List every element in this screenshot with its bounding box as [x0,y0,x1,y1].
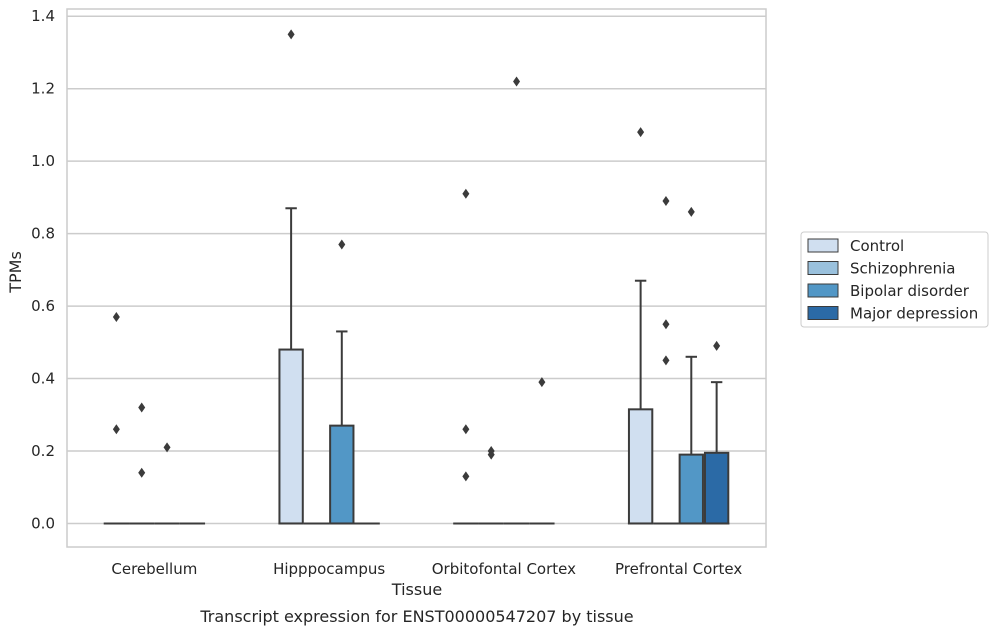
box-group [653,196,679,525]
legend: Control Schizophrenia Bipolar disorder Majo… [800,231,989,328]
y-tick-labels: 0.0 0.2 0.4 0.6 0.8 1.0 1.2 1.4 [31,7,55,532]
y-tick-label: 0.0 [31,514,55,532]
y-axis-label: TPMs [6,251,25,294]
box [703,451,730,525]
y-tick-label: 1.0 [31,152,55,170]
outlier-point [662,355,670,366]
x-tick-label: Hipppocampus [273,560,385,578]
legend-swatch [807,306,839,320]
y-tick-label: 0.6 [31,297,55,315]
legend-label: Schizophrenia [850,260,955,278]
y-tick-label: 0.2 [31,442,55,460]
outlier-point [338,239,346,250]
outlier-point [637,127,645,138]
x-tick-label: Orbitofontal Cortex [432,560,576,578]
box-group [529,377,555,525]
box-group [129,402,155,525]
legend-label: Bipolar disorder [850,282,970,300]
outlier-point [287,29,295,40]
plot-frame [66,8,767,548]
chart-marks [103,29,730,525]
outlier-point [513,76,521,87]
box [278,348,304,525]
outlier-point [138,402,146,413]
outlier-point [462,471,470,482]
outlier-point [112,311,120,322]
y-tick-label: 0.4 [31,370,55,388]
y-tick-label: 0.8 [31,225,55,243]
x-tick-label: Prefrontal Cortex [615,560,742,578]
grid-lines [67,15,766,525]
box [678,453,704,525]
box-group [503,76,530,525]
outlier-point [538,377,546,388]
legend-swatch [807,238,839,253]
outlier-point [112,424,120,435]
legend-box [800,231,989,328]
box-group [627,127,654,525]
outlier-point [462,188,470,199]
box-group [453,188,479,525]
box-group [703,340,730,525]
box-group [103,311,130,525]
legend-swatch [807,283,839,298]
y-tick-label: 1.2 [31,80,55,98]
box-group [278,29,304,525]
outlier-point [662,196,670,207]
box [627,408,654,525]
outlier-point [462,424,470,435]
outlier-point [687,206,695,217]
box-group [678,206,704,525]
legend-label: Major depression [850,305,978,323]
y-tick-label: 1.4 [31,7,55,25]
x-axis-label: Tissue [391,580,442,599]
legend-swatch [807,261,839,275]
box [329,424,355,525]
outlier-point [662,319,670,330]
chart-caption: Transcript expression for ENST0000054720… [199,607,633,626]
box-group [329,239,355,525]
x-tick-labels: Cerebellum Hipppocampus Orbitofontal Corte… [111,560,742,578]
outlier-point [713,340,721,351]
outlier-point [487,449,495,460]
legend-label: Control [850,237,904,255]
outlier-point [138,467,146,478]
x-tick-label: Cerebellum [111,560,197,578]
box-group [478,445,504,525]
outlier-point [163,442,171,453]
box-group [154,442,180,525]
